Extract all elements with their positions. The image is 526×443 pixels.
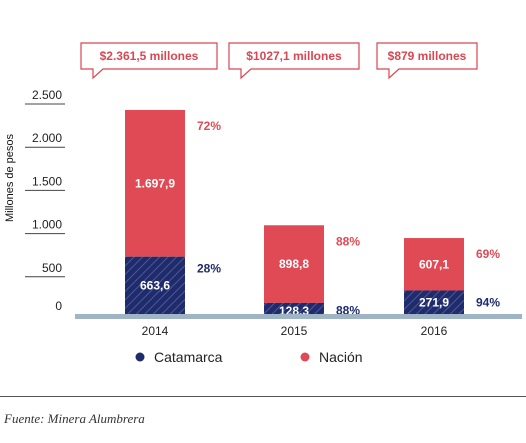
legend: Catamarca Nación bbox=[135, 349, 363, 365]
total-label: $2.361,5 millones bbox=[100, 49, 199, 63]
percent-label-nacion-2014: 72% bbox=[197, 119, 221, 133]
y-tick-labels: 0 500 1.000 1.500 2.000 2.500 bbox=[32, 88, 62, 313]
y-tick-label: 1.500 bbox=[32, 174, 62, 188]
x-axis-baseline bbox=[75, 314, 522, 319]
legend-label-catamarca: Catamarca bbox=[154, 349, 223, 365]
y-tick-label: 2.500 bbox=[32, 88, 62, 102]
value-label-catamarca-2014: 663,6 bbox=[140, 278, 170, 292]
bar-catamarca-2016 bbox=[404, 290, 464, 314]
total-callout-2014: $2.361,5 millones bbox=[80, 42, 218, 80]
percent-label-catamarca-2014: 28% bbox=[197, 262, 221, 276]
percent-label-catamarca-2016: 94% bbox=[476, 296, 500, 310]
bar-catamarca-2014 bbox=[125, 256, 185, 314]
y-tick-label: 2.000 bbox=[32, 131, 62, 145]
bar-nacion-2014 bbox=[125, 109, 185, 257]
value-label-nacion-2014: 1.697,9 bbox=[135, 176, 175, 190]
value-label-catamarca-2016: 271,9 bbox=[419, 295, 449, 309]
legend-marker-catamarca bbox=[135, 352, 145, 362]
bar-nacion-2015 bbox=[264, 225, 324, 303]
total-callouts: $2.361,5 millones $1027,1 millones $879 mi… bbox=[80, 42, 478, 80]
source-divider bbox=[0, 396, 526, 397]
stacked-bar-chart: 0 500 1.000 1.500 2.000 2.500 Millones de pes… bbox=[4, 42, 522, 365]
source-note: Fuente: Minera Alumbrera bbox=[4, 411, 145, 426]
legend-marker-nacion bbox=[300, 352, 310, 362]
total-label: $879 millones bbox=[388, 49, 467, 63]
total-label: $1027,1 millones bbox=[246, 49, 342, 63]
x-tick-label-2015: 2015 bbox=[281, 324, 308, 338]
y-tick-label: 500 bbox=[42, 261, 62, 275]
percent-label-catamarca-2015: 88% bbox=[336, 303, 360, 317]
bar-nacion-2016 bbox=[404, 238, 464, 291]
total-callout-2015: $1027,1 millones bbox=[228, 42, 360, 80]
total-callout-2016: $879 millones bbox=[376, 42, 478, 80]
gridlines bbox=[25, 103, 65, 278]
x-tick-label-2016: 2016 bbox=[421, 324, 448, 338]
value-label-nacion-2016: 607,1 bbox=[419, 257, 449, 271]
legend-label-nacion: Nación bbox=[319, 349, 363, 365]
percent-label-nacion-2016: 69% bbox=[476, 247, 500, 261]
x-tick-label-2014: 2014 bbox=[142, 324, 169, 338]
bar-catamarca-2015 bbox=[264, 302, 324, 314]
value-label-nacion-2015: 898,8 bbox=[279, 257, 309, 271]
x-tick-labels: 2014 2015 2016 bbox=[142, 324, 448, 338]
y-tick-label: 1.000 bbox=[32, 218, 62, 232]
y-axis-label: Millones de pesos bbox=[4, 133, 16, 222]
percent-label-nacion-2015: 88% bbox=[336, 234, 360, 248]
y-tick-label: 0 bbox=[55, 299, 62, 313]
